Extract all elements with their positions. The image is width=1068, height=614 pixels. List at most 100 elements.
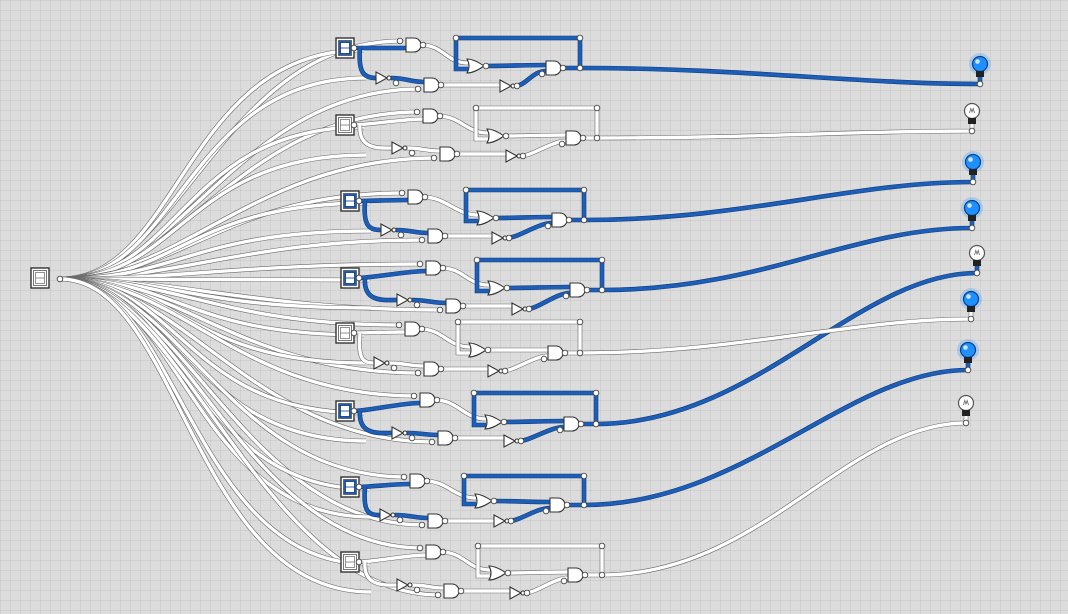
- or-to-and-latch-wire-8: [505, 569, 569, 576]
- connection-pin: [421, 193, 429, 201]
- connection-pin: [436, 306, 444, 314]
- switch-to-not-wire-7: [362, 486, 381, 518]
- not-gate-body: [391, 141, 405, 155]
- bulb-glass: [971, 55, 989, 73]
- connection-pin: [482, 62, 490, 70]
- wire-core: [596, 124, 974, 140]
- connection-pin: [457, 587, 465, 595]
- wire-core: [358, 553, 427, 564]
- wire-core: [505, 570, 569, 575]
- switch-to-and-wire-7: [358, 481, 411, 490]
- or-gate-body: [476, 210, 495, 226]
- and-gate-body: [547, 345, 564, 361]
- connection-pin: [460, 472, 468, 480]
- master-switch[interactable]: [30, 267, 50, 289]
- or-gate-body: [486, 128, 505, 144]
- wire-edge: [579, 312, 974, 356]
- connection-pin: [413, 301, 421, 309]
- connection-pin: [598, 542, 606, 550]
- connection-pin: [355, 197, 363, 205]
- bulb-glass: [963, 199, 981, 217]
- connection-pin: [418, 325, 426, 333]
- and-to-or-wire-4: [440, 265, 490, 288]
- connection-pin: [418, 236, 426, 244]
- connection-pin: [395, 321, 403, 329]
- light-bulb-6: [960, 288, 982, 312]
- connection-pin: [474, 542, 482, 550]
- or-gate-body: [468, 342, 487, 358]
- connection-pin: [580, 472, 588, 480]
- light-bulb-4: [961, 197, 983, 221]
- and-gate-body: [404, 321, 421, 337]
- and-gate-body: [425, 544, 442, 560]
- wire-core: [411, 583, 445, 590]
- and-gate-body: [405, 37, 422, 53]
- not-gate-body: [396, 578, 410, 592]
- not-gate-body: [499, 79, 513, 93]
- and-gate-body: [439, 146, 456, 162]
- or-to-and-latch-wire-6: [501, 418, 565, 425]
- not-gate-body: [487, 364, 501, 378]
- wire-core: [358, 410, 393, 435]
- or-gate-body: [487, 280, 506, 296]
- connection-pin: [56, 275, 64, 283]
- connection-pin: [452, 34, 460, 42]
- and-gate-a-3: [407, 189, 424, 205]
- not-gate-body: [375, 71, 389, 85]
- connection-pin: [598, 256, 606, 264]
- not-gate-body: [509, 586, 523, 600]
- fanout-wire-8: [59, 276, 372, 595]
- wire-core: [583, 363, 970, 507]
- wire-core: [579, 312, 973, 355]
- bulb-highlight: [968, 157, 973, 162]
- wire-core: [440, 550, 491, 572]
- stage-switch-3[interactable]: [340, 190, 360, 212]
- stage-switch-5[interactable]: [335, 322, 355, 344]
- or-to-and-latch-wire-4: [504, 284, 571, 291]
- and-gate-body: [549, 497, 566, 513]
- wire-core: [353, 401, 421, 413]
- bulb-glass: [959, 341, 977, 359]
- connection-pin: [593, 134, 601, 142]
- wire-core: [503, 133, 567, 138]
- light-bulb-3: [962, 151, 984, 175]
- stage-switch-8[interactable]: [340, 551, 360, 573]
- fanout-wire-1: [59, 75, 367, 282]
- stage-switch-2[interactable]: [335, 114, 355, 136]
- connection-pin: [413, 586, 421, 594]
- not-gate-a-6: [391, 426, 408, 440]
- wire-core: [388, 361, 425, 368]
- switch-to-and-wire-6: [353, 400, 421, 414]
- switch-to-not-wire-5: [357, 332, 375, 366]
- connection-pin: [416, 544, 424, 552]
- light-bulb-5: [968, 244, 986, 266]
- output-wire-5: [579, 312, 974, 356]
- switch-to-not-wire-6: [357, 410, 393, 436]
- or-to-and-latch-wire-2: [503, 132, 567, 139]
- and-to-or-wire-7: [424, 478, 477, 501]
- wire-core: [583, 175, 975, 222]
- wire-core: [422, 195, 479, 217]
- connection-pin: [396, 516, 404, 524]
- bulb-glass: [964, 153, 982, 171]
- switch-to-and-wire-8: [358, 552, 427, 565]
- connection-pin: [390, 364, 398, 372]
- connection-pin: [505, 234, 513, 242]
- connection-pin: [473, 256, 481, 264]
- wire-core: [504, 285, 571, 290]
- or-gate-5: [468, 342, 487, 358]
- connection-pin: [398, 189, 406, 197]
- and-gate-b-2: [439, 146, 456, 162]
- and-gate-latch-5: [547, 345, 564, 361]
- bulb-base: [968, 215, 976, 221]
- stage-switch-6[interactable]: [335, 400, 355, 422]
- not-to-and-wire-4: [411, 297, 447, 306]
- not-gate-a-5: [373, 356, 390, 370]
- wire-edge: [357, 124, 393, 151]
- or-gate-3: [476, 210, 495, 226]
- connection-pin: [580, 186, 588, 194]
- connection-pin: [964, 366, 972, 374]
- connection-pin: [397, 231, 405, 239]
- bulb-filament: [974, 249, 980, 256]
